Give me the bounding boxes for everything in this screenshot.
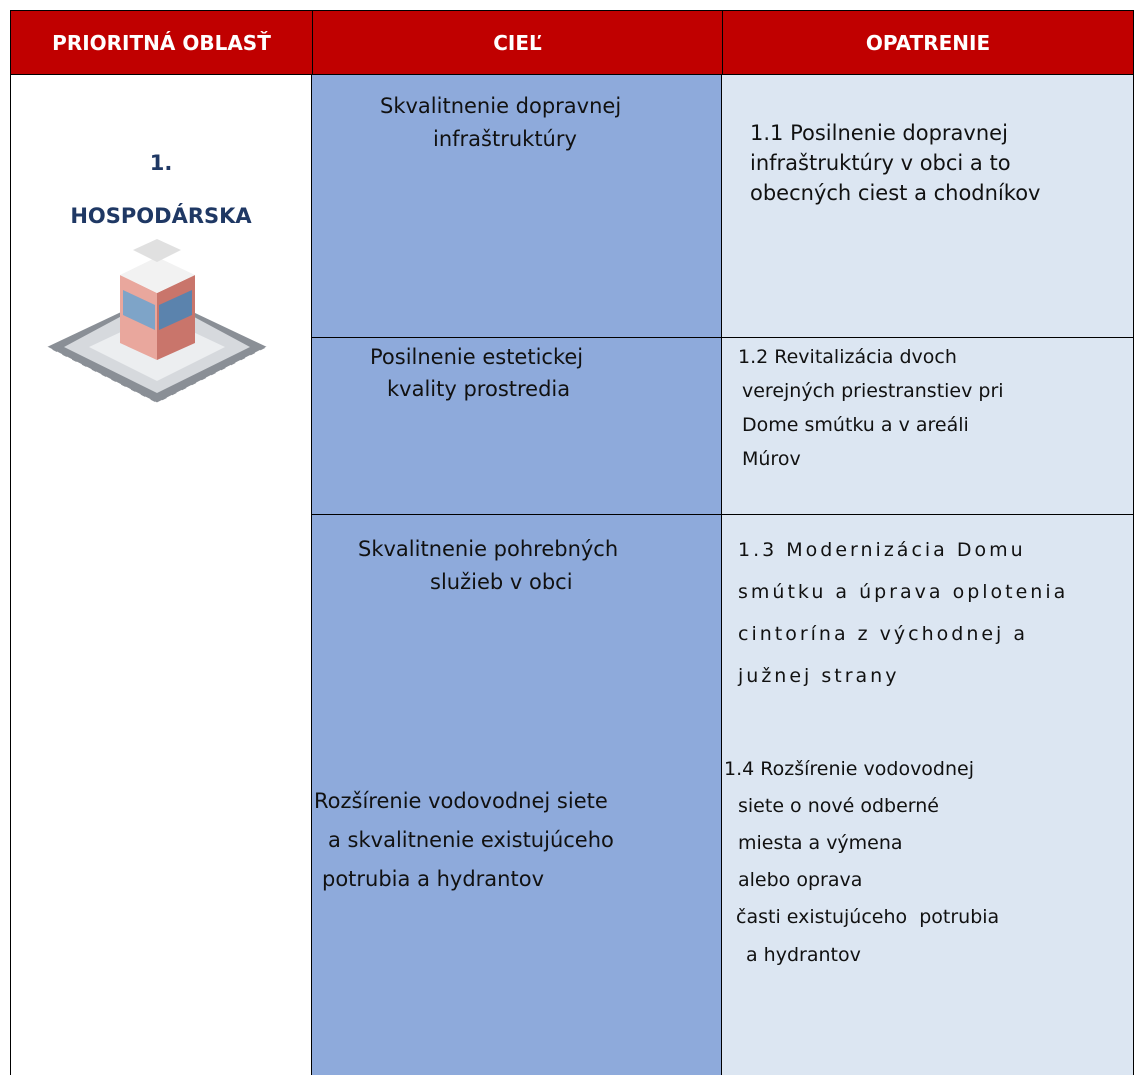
measure-column xyxy=(722,75,1134,1075)
header-cell: PRIORITNÁ OBLASŤ xyxy=(10,10,313,75)
header-cell: CIEĽ xyxy=(312,10,723,75)
measure-line: infraštruktúry v obci a to xyxy=(750,151,1011,175)
measure-line: časti existujúceho potrubia xyxy=(736,906,1000,928)
area-number: 1. xyxy=(149,151,173,175)
goal-column xyxy=(312,75,722,1075)
measure-line: 1.4 Rozšírenie vodovodnej xyxy=(724,758,975,780)
measure-line: cintorína z východnej a xyxy=(738,623,1029,645)
row-border xyxy=(312,514,1134,515)
goal-line: potrubia a hydrantov xyxy=(322,867,544,891)
row-border xyxy=(312,337,1134,338)
goal-line: Skvalitnenie pohrebných xyxy=(358,537,619,561)
goal-line: služieb v obci xyxy=(430,570,573,594)
measure-line: 1.3 Modernizácia Domu xyxy=(738,539,1026,561)
measure-line: a hydrantov xyxy=(746,944,861,966)
measure-line: miesta a výmena xyxy=(738,832,903,854)
area-cell xyxy=(10,75,312,1075)
goal-line: Skvalitnenie dopravnej xyxy=(380,94,622,118)
measure-line: verejných priestranstiev pri xyxy=(742,380,1004,402)
measure-line: alebo oprava xyxy=(738,869,863,891)
measure-line: obecných ciest a chodníkov xyxy=(750,181,1041,205)
header-cell: OPATRENIE xyxy=(722,10,1134,75)
measure-line: siete o nové odberné xyxy=(738,795,939,817)
goal-line: kvality prostredia xyxy=(387,377,571,401)
measure-line: 1.1 Posilnenie dopravnej xyxy=(750,121,1008,145)
goal-line: Posilnenie estetickej xyxy=(370,345,584,369)
goal-line: Rozšírenie vodovodnej siete xyxy=(314,789,608,813)
goal-line: a skvalitnenie existujúceho xyxy=(328,828,614,852)
measure-line: smútku a úprava oplotenia xyxy=(738,581,1069,603)
area-name: HOSPODÁRSKA xyxy=(70,204,252,228)
measure-line: 1.2 Revitalizácia dvoch xyxy=(738,346,957,368)
goal-line: infraštruktúry xyxy=(433,127,577,151)
building-icon xyxy=(46,239,268,404)
measure-line: Múrov xyxy=(742,448,801,470)
measure-line: južnej strany xyxy=(738,665,900,687)
measure-line: Dome smútku a v areáli xyxy=(742,414,969,436)
